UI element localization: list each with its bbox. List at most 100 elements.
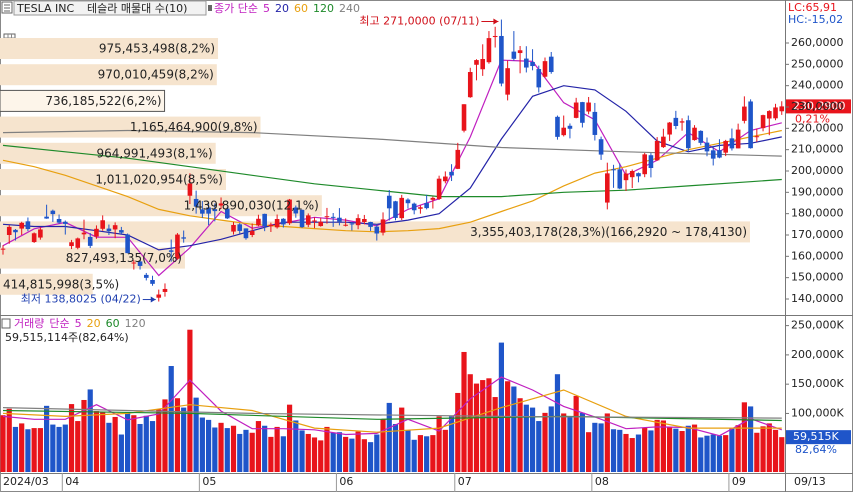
candle-body [337, 217, 342, 222]
volume-legend-prefix: 단순 [49, 317, 69, 330]
volume-bar [635, 434, 642, 472]
volume-bar [505, 381, 511, 472]
volume-bar [181, 407, 187, 472]
volume-bar [654, 419, 660, 472]
candle-body [212, 209, 218, 212]
candle-body [63, 221, 68, 224]
volume-bar [137, 423, 143, 472]
volume-bar [405, 430, 411, 472]
volume-y-tick-label: 250,000K [791, 319, 844, 332]
candle-body [106, 228, 112, 232]
candle-body [305, 215, 311, 225]
volume-bar [25, 429, 31, 472]
candle-body [760, 115, 766, 129]
volume-bar [610, 429, 617, 472]
volume-ma-line [2, 389, 782, 433]
volume-profile-label: 827,493,135(7,0%) [66, 251, 182, 265]
volume-bar [554, 374, 561, 472]
volume-bar [523, 404, 529, 472]
candle-body [723, 140, 728, 153]
volume-bar [37, 428, 43, 472]
x-tick-label: 05 [202, 475, 216, 488]
candle-body [679, 121, 685, 123]
volume-bar [579, 412, 585, 472]
volume-bar [660, 420, 666, 472]
candle-body [710, 150, 716, 159]
volume-profile-bar [0, 273, 93, 295]
volume-bar [75, 421, 81, 472]
volume-bar [293, 420, 299, 472]
candle-body [125, 234, 130, 254]
volume-bar [249, 432, 255, 472]
x-tick-label: 09 [732, 475, 746, 488]
candle-body [324, 216, 330, 218]
volume-y-tick-label: 200,000K [791, 348, 844, 361]
volume-bar [685, 425, 691, 472]
x-tick-label: 06 [339, 475, 353, 488]
candle-body [586, 102, 591, 112]
volume-profile [0, 38, 750, 295]
candle-body [237, 224, 243, 231]
volume-bar [548, 406, 554, 472]
volume-bar [367, 442, 374, 472]
candle-body [181, 237, 186, 239]
y-tick-label: 150,0000 [791, 271, 844, 284]
volume-ma-line [2, 407, 782, 419]
volume-legend-entry: 120 [125, 317, 146, 330]
candle-body [81, 232, 87, 235]
candle-body [131, 262, 137, 264]
volume-bar [280, 436, 286, 472]
candle-body [555, 116, 560, 137]
x-tick-label: 04 [65, 475, 79, 488]
legend-entry: 5 [263, 2, 270, 15]
volume-bar [262, 425, 268, 472]
candle-body [25, 221, 31, 230]
candle-body [13, 229, 18, 233]
volume-profile-label: 975,453,498(8,2%) [99, 42, 215, 56]
volume-bar [542, 412, 548, 472]
volume-bar [0, 415, 6, 472]
volume-bar [131, 415, 137, 472]
chart-title: TESLA INC [16, 2, 75, 15]
volume-bar [218, 422, 224, 472]
volume-bar [492, 397, 498, 472]
volume-bar [380, 419, 386, 472]
volume-bar [729, 427, 735, 472]
volume-bar [50, 424, 56, 472]
y-tick-label: 200,0000 [791, 164, 844, 177]
high-annotation: 최고 271,0000 (07/11) [359, 15, 479, 28]
candle-body [629, 170, 635, 178]
candle-body [511, 51, 517, 59]
volume-bar [255, 421, 262, 472]
candle-body [548, 56, 554, 73]
high-arrow-head [493, 18, 499, 25]
volume-profile-bar [0, 169, 226, 190]
last-date-label: 09/13 [794, 475, 826, 488]
y-tick-label: 160,0000 [791, 249, 844, 262]
price-ma-line [2, 144, 782, 198]
candle-body [386, 195, 392, 209]
volume-bar [642, 427, 648, 472]
candle-body [368, 221, 373, 227]
candle-body [380, 219, 386, 233]
low-annotation: 최저 138,8025 (04/22) [21, 293, 141, 306]
volume-menu-icon[interactable] [1, 318, 11, 329]
x-tick-label: 08 [595, 475, 609, 488]
volume-bar [118, 434, 124, 472]
candle-body [580, 102, 585, 123]
last-price-label: 230,2900 [793, 99, 846, 112]
candle-body [393, 201, 398, 218]
change-label: 0,21% [795, 112, 830, 125]
x-tick-label: 2024/03 [3, 475, 49, 488]
candle-body [44, 216, 49, 219]
candle-body [766, 111, 772, 119]
candle-body [112, 225, 118, 230]
volume-bar [424, 436, 430, 472]
candle-body [474, 60, 479, 65]
legend-marker [208, 5, 212, 11]
last-volume-box [786, 430, 851, 445]
volume-bar [81, 399, 87, 472]
candle-body [517, 50, 523, 54]
candle-body [561, 127, 566, 136]
